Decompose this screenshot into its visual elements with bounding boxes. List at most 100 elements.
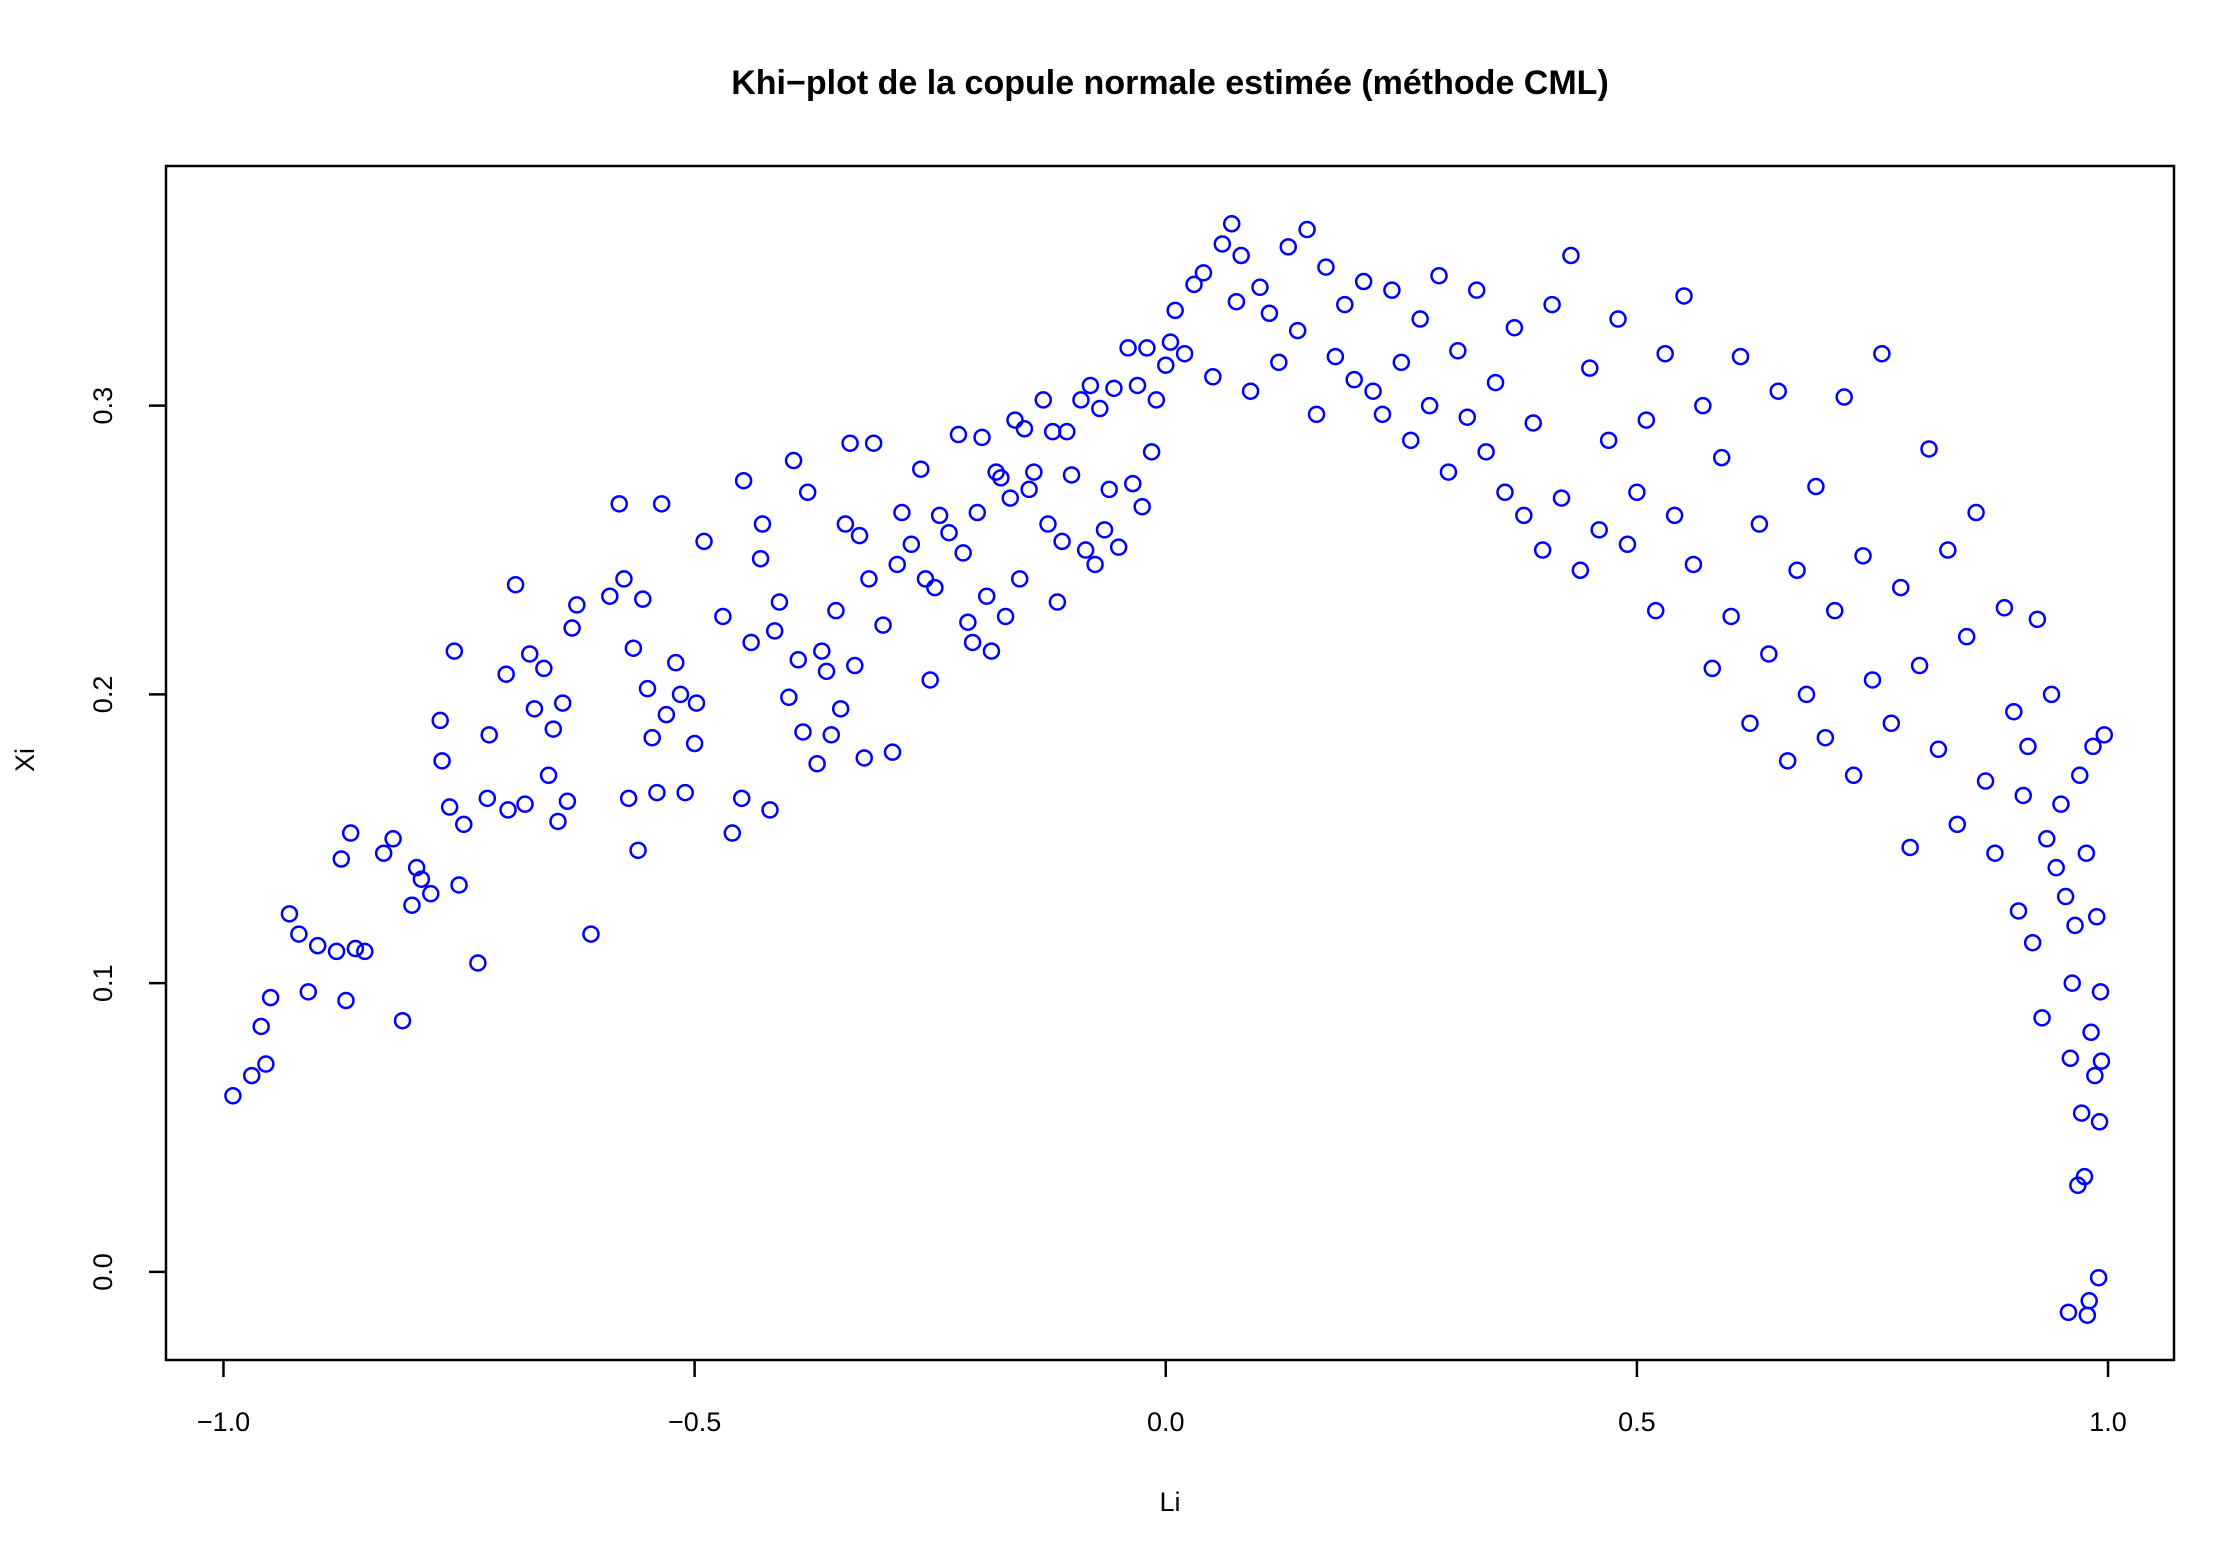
point xyxy=(968,503,987,522)
point xyxy=(789,651,808,669)
point xyxy=(1086,555,1104,574)
point xyxy=(2090,1113,2109,1131)
point xyxy=(1835,388,1853,406)
point xyxy=(982,642,1001,660)
point xyxy=(1788,561,1806,580)
point xyxy=(1270,353,1288,372)
point xyxy=(1430,266,1448,285)
point xyxy=(638,679,657,698)
point xyxy=(2061,1049,2080,1068)
point xyxy=(2033,1009,2051,1027)
point xyxy=(827,601,845,620)
point xyxy=(1986,844,2004,862)
point xyxy=(1354,272,1373,291)
point xyxy=(2082,1023,2100,1042)
point xyxy=(1533,541,1552,559)
point xyxy=(384,830,402,848)
point xyxy=(1213,235,1232,253)
point xyxy=(1260,304,1279,323)
point xyxy=(1048,593,1067,611)
point xyxy=(732,789,751,808)
point xyxy=(422,884,440,903)
point xyxy=(1477,443,1495,461)
point xyxy=(784,451,803,470)
point xyxy=(1100,480,1118,499)
x-tick-label: 0.0 xyxy=(1147,1407,1185,1437)
y-tick-label: 0.0 xyxy=(88,1253,118,1291)
point xyxy=(1995,599,2014,617)
point xyxy=(1166,301,1184,320)
point xyxy=(1524,414,1542,432)
point xyxy=(568,596,586,614)
point xyxy=(836,515,855,533)
point xyxy=(893,503,911,522)
point xyxy=(1976,772,1995,790)
point xyxy=(1025,463,1043,481)
point xyxy=(1731,347,1750,366)
point xyxy=(1665,506,1684,525)
point xyxy=(374,844,393,862)
point xyxy=(1873,344,1891,363)
point xyxy=(1251,278,1269,297)
point xyxy=(753,515,772,533)
point xyxy=(478,789,497,808)
point xyxy=(1076,541,1095,559)
y-tick-label: 0.2 xyxy=(88,676,118,714)
point xyxy=(954,544,972,562)
point xyxy=(469,954,487,972)
point xyxy=(1039,515,1057,533)
point xyxy=(1072,391,1090,409)
point xyxy=(888,555,906,574)
point xyxy=(794,723,812,741)
point xyxy=(1722,607,1740,626)
point xyxy=(1194,264,1213,282)
point xyxy=(1161,333,1180,351)
point xyxy=(1694,396,1712,415)
point xyxy=(224,1087,242,1105)
point xyxy=(356,942,374,961)
point xyxy=(2089,1268,2108,1287)
point xyxy=(1515,506,1533,525)
point xyxy=(539,766,558,785)
point xyxy=(1241,382,1260,400)
point xyxy=(619,789,638,808)
point xyxy=(831,700,850,718)
point xyxy=(1185,275,1203,294)
point xyxy=(1816,728,1835,747)
point xyxy=(563,619,581,637)
point xyxy=(2038,830,2056,848)
point xyxy=(1128,376,1147,395)
y-axis-label: Xi xyxy=(10,748,40,772)
point xyxy=(2014,786,2032,805)
point xyxy=(440,798,459,816)
point xyxy=(1863,671,1882,689)
point xyxy=(544,720,563,738)
point xyxy=(770,593,789,611)
point xyxy=(346,939,365,958)
point xyxy=(1684,555,1703,574)
point xyxy=(2072,1104,2091,1122)
point xyxy=(2042,685,2061,704)
point xyxy=(1157,356,1175,374)
point xyxy=(1778,752,1797,770)
point xyxy=(2023,933,2042,952)
point xyxy=(337,991,355,1010)
point xyxy=(1058,422,1076,441)
x-tick-label: −1.0 xyxy=(197,1407,250,1437)
point xyxy=(1053,532,1071,551)
point xyxy=(516,795,534,813)
point xyxy=(1142,443,1161,461)
point xyxy=(341,824,360,842)
point xyxy=(290,925,308,943)
point xyxy=(1411,310,1429,328)
point xyxy=(1486,373,1505,392)
point xyxy=(1336,295,1354,314)
point xyxy=(883,743,902,761)
point xyxy=(1420,396,1439,415)
point xyxy=(1175,344,1194,363)
point xyxy=(1010,570,1029,588)
point xyxy=(2078,1306,2097,1324)
point xyxy=(1279,238,1298,256)
